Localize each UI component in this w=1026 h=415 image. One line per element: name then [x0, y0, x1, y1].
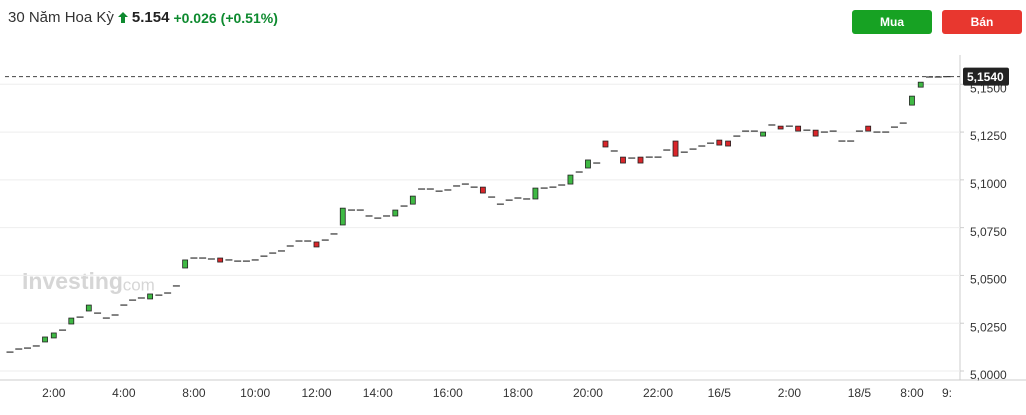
- candle-body: [50, 332, 57, 339]
- sell-button[interactable]: Bán: [942, 10, 1022, 34]
- candle-body: [585, 159, 591, 169]
- buy-button[interactable]: Mua: [852, 10, 932, 34]
- candle-body: [147, 293, 154, 300]
- last-price-label: 5,1540: [967, 70, 1004, 84]
- y-tick-label: 5,1250: [970, 129, 1007, 143]
- candle-body: [217, 257, 224, 263]
- x-tick-label: 20:00: [573, 386, 603, 400]
- header: 30 Năm Hoa Kỳ 5.154 +0.026 (+0.51%): [8, 9, 278, 26]
- candle-body: [85, 304, 92, 312]
- price: 5.154: [131, 9, 170, 26]
- candle-body: [795, 125, 802, 132]
- change-percent: (+0.51%): [220, 9, 278, 26]
- change: +0.026: [173, 9, 217, 26]
- candle-body: [567, 174, 574, 185]
- candle-body: [532, 187, 539, 200]
- candle-body: [620, 156, 626, 164]
- candle-body: [637, 156, 644, 164]
- candle-body: [42, 336, 48, 343]
- candle-body: [602, 140, 609, 148]
- y-tick-label: 5,1000: [970, 177, 1007, 191]
- x-tick-label: 8:00: [900, 386, 924, 400]
- up-arrow: [117, 12, 128, 23]
- candle-body: [760, 131, 767, 137]
- candle-body: [909, 95, 915, 106]
- x-tick-label: 12:00: [301, 386, 331, 400]
- watermark: Investing: [22, 268, 123, 294]
- candle-body: [409, 195, 416, 205]
- x-tick-label: 18:00: [503, 386, 533, 400]
- y-tick-label: 5,0500: [970, 273, 1007, 287]
- x-tick-label: 4:00: [112, 386, 136, 400]
- watermark-suffix: .com: [118, 275, 155, 294]
- x-tick-label: 16/5: [708, 386, 732, 400]
- x-tick-label: 16:00: [433, 386, 463, 400]
- candle-body: [339, 207, 346, 226]
- candle-body: [777, 125, 784, 130]
- x-tick-label: 2:00: [778, 386, 802, 400]
- candle-body: [68, 317, 75, 325]
- instrument-name: 30 Năm Hoa Kỳ: [8, 9, 114, 26]
- y-tick-label: 5,0000: [970, 368, 1007, 382]
- candle-body: [392, 209, 399, 217]
- candle-body: [479, 186, 486, 194]
- last-price-box: [963, 67, 1009, 86]
- x-tick-label: 22:00: [643, 386, 673, 400]
- candle-body: [313, 241, 320, 248]
- x-tick-label: 2:00: [42, 386, 66, 400]
- candle-body: [865, 125, 872, 132]
- candle-body: [672, 140, 679, 157]
- x-tick-label: 10:00: [240, 386, 270, 400]
- candle-body: [812, 129, 819, 137]
- y-tick-label: 5,1500: [970, 81, 1007, 95]
- candle-body: [917, 81, 924, 88]
- y-tick-label: 5,0750: [970, 225, 1007, 239]
- x-tick-label: 18/5: [848, 386, 872, 400]
- y-tick-label: 5,0250: [970, 320, 1007, 334]
- candle-body: [716, 139, 723, 146]
- candle-body: [725, 140, 731, 147]
- x-tick-label: 8:00: [182, 386, 206, 400]
- candle-body: [182, 259, 189, 269]
- x-tick-label: 9:: [942, 386, 952, 400]
- x-tick-label: 14:00: [363, 386, 393, 400]
